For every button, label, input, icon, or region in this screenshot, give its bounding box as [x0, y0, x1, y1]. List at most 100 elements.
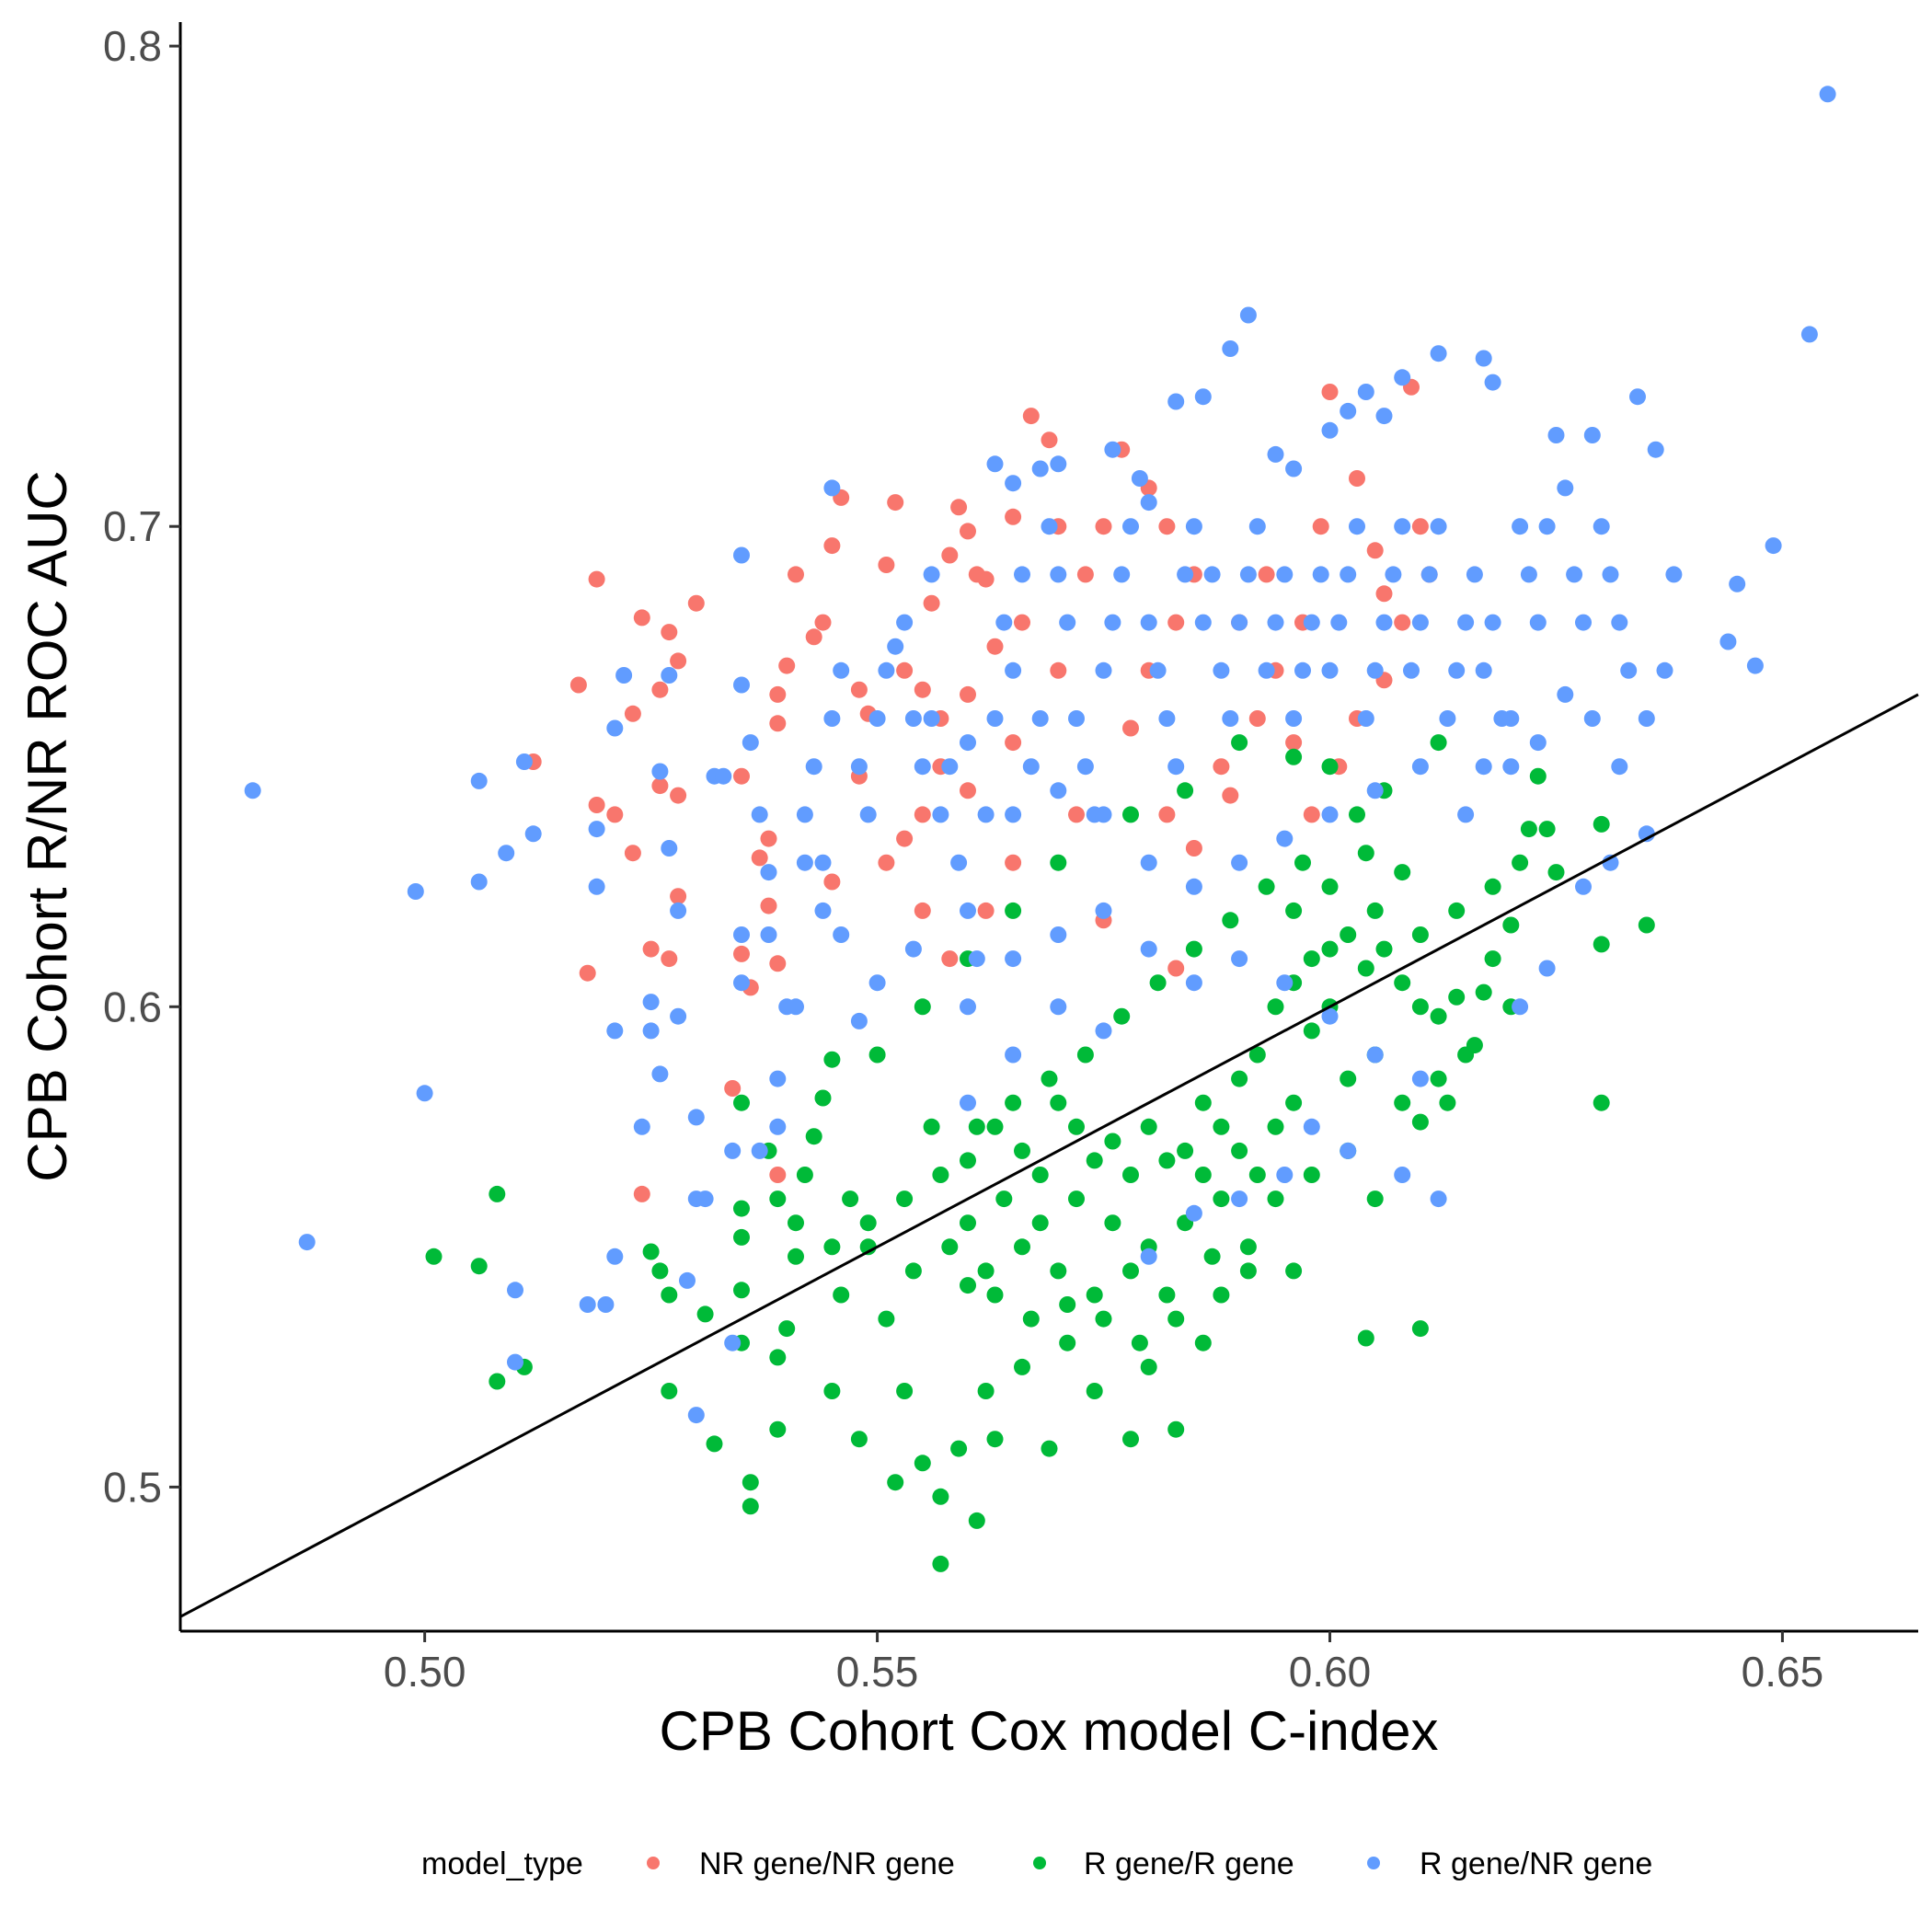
data-point: [1466, 566, 1483, 583]
data-point: [1602, 566, 1619, 583]
data-point: [960, 734, 976, 752]
data-point: [1122, 1262, 1139, 1280]
data-point: [850, 681, 868, 698]
data-point: [751, 806, 768, 823]
data-point: [751, 1142, 768, 1159]
data-point: [1231, 1142, 1248, 1159]
data-point: [1213, 1190, 1230, 1208]
data-point: [1484, 950, 1501, 968]
data-point: [1321, 758, 1339, 776]
data-point: [1593, 518, 1610, 535]
data-point: [661, 1383, 678, 1399]
series-2: [244, 86, 1836, 1424]
data-point: [1502, 758, 1520, 776]
data-point: [1050, 1262, 1067, 1280]
data-point: [606, 1022, 624, 1040]
data-point: [1394, 864, 1411, 881]
data-point: [1113, 1007, 1131, 1025]
data-point: [986, 455, 1004, 473]
data-point: [1194, 614, 1212, 631]
data-point: [1394, 1094, 1411, 1111]
data-point: [1430, 518, 1447, 535]
legend-swatch-nr-nr: [647, 1857, 660, 1869]
data-point: [1222, 912, 1239, 929]
data-point: [1321, 878, 1339, 895]
data-point: [823, 873, 841, 891]
data-point: [1068, 1190, 1085, 1208]
data-point: [1050, 926, 1067, 943]
data-point: [1239, 306, 1257, 324]
data-point: [823, 1238, 841, 1256]
data-point: [507, 1282, 523, 1299]
data-point: [1140, 1248, 1157, 1265]
data-point: [1231, 614, 1248, 631]
data-point: [1593, 815, 1610, 833]
data-point: [769, 1420, 787, 1438]
data-point: [498, 845, 515, 862]
data-point: [1095, 806, 1112, 823]
data-point: [1448, 661, 1466, 679]
data-point: [733, 945, 750, 962]
data-point: [1484, 614, 1501, 631]
data-point: [896, 614, 914, 631]
data-point: [1276, 566, 1294, 583]
legend-swatch-r-nr: [1367, 1857, 1380, 1869]
data-point: [1113, 566, 1131, 583]
data-point: [805, 628, 822, 646]
x-tick-label: 0.55: [836, 1648, 919, 1696]
data-point: [1366, 1046, 1384, 1064]
legend-label-r-nr: R gene/NR gene: [1420, 1846, 1652, 1881]
data-point: [1430, 345, 1447, 362]
data-point: [1122, 719, 1139, 737]
data-point: [1248, 518, 1266, 535]
data-point: [1294, 854, 1311, 871]
data-point: [1022, 758, 1040, 776]
data-point: [1439, 710, 1456, 727]
data-point: [1765, 537, 1782, 555]
data-point: [651, 777, 669, 795]
data-point: [715, 767, 732, 785]
data-point: [1321, 661, 1339, 679]
data-point: [960, 902, 976, 919]
data-point: [1394, 518, 1411, 535]
data-point: [1122, 1431, 1139, 1448]
data-point: [1366, 782, 1384, 799]
data-point: [1213, 758, 1230, 776]
data-point: [1411, 758, 1429, 776]
data-point: [606, 806, 624, 823]
data-point: [1005, 806, 1022, 823]
data-point: [1194, 1094, 1212, 1111]
data-point: [986, 1118, 1004, 1135]
data-point: [1167, 1420, 1185, 1438]
data-point: [1177, 782, 1194, 799]
data-point: [1231, 1070, 1248, 1087]
data-point: [1014, 566, 1030, 583]
data-point: [696, 1305, 714, 1323]
data-point: [524, 825, 542, 843]
data-point: [814, 854, 832, 871]
data-point: [1122, 1167, 1139, 1183]
data-point: [1746, 657, 1764, 674]
data-point: [1411, 1113, 1429, 1131]
data-point: [950, 854, 968, 871]
data-point: [642, 940, 660, 958]
data-point: [1583, 710, 1601, 727]
data-point: [1050, 998, 1067, 1016]
y-axis-ticks: 0.5 0.6 0.7 0.8: [103, 22, 180, 1511]
data-point: [1213, 661, 1230, 679]
data-point: [932, 1167, 949, 1183]
data-point: [588, 797, 605, 813]
data-point: [696, 1190, 714, 1208]
data-point: [977, 1262, 995, 1280]
data-point: [724, 1334, 742, 1351]
data-point: [1005, 1046, 1022, 1064]
data-point: [1203, 566, 1221, 583]
data-point: [1185, 840, 1202, 857]
data-point: [923, 1118, 940, 1135]
data-point: [914, 1455, 931, 1472]
data-point: [1104, 441, 1121, 458]
data-point: [1122, 518, 1139, 535]
data-point: [670, 888, 687, 905]
data-point: [642, 994, 660, 1011]
data-point: [1158, 1152, 1176, 1169]
